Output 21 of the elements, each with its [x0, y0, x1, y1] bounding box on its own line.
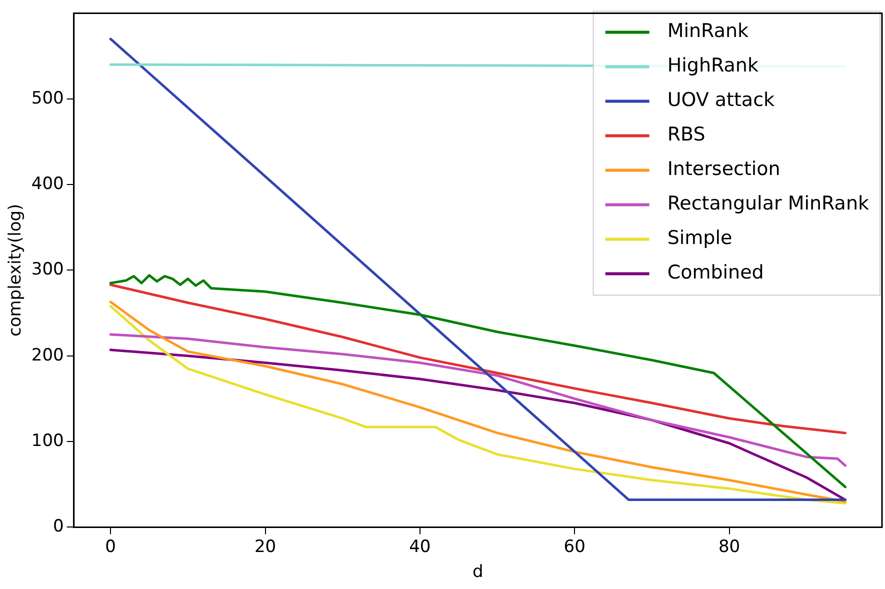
x-tick-label: 40 — [409, 536, 431, 557]
y-tick-label: 400 — [31, 174, 64, 194]
y-tick-label: 200 — [31, 345, 64, 366]
x-tick-label: 80 — [718, 536, 740, 557]
legend-label: RBS — [667, 124, 706, 146]
y-tick-label: 500 — [31, 88, 64, 108]
x-tick-label: 0 — [105, 536, 116, 557]
legend-label: MinRank — [667, 20, 749, 42]
legend-label: HighRank — [667, 54, 758, 77]
x-axis-title: d — [472, 562, 484, 582]
legend-label: Rectangular MinRank — [667, 192, 870, 215]
legend-label: Simple — [667, 227, 732, 250]
legend-label: Intersection — [667, 158, 780, 180]
y-tick-label: 300 — [31, 260, 64, 280]
legend-label: Combined — [667, 262, 764, 284]
x-tick-label: 20 — [254, 536, 276, 557]
y-tick-label: 0 — [53, 516, 64, 537]
x-tick-label: 60 — [564, 536, 586, 557]
y-axis-title: complexity(log) — [6, 204, 26, 337]
legend-label: UOV attack — [667, 89, 775, 112]
y-tick-label: 100 — [31, 430, 64, 451]
